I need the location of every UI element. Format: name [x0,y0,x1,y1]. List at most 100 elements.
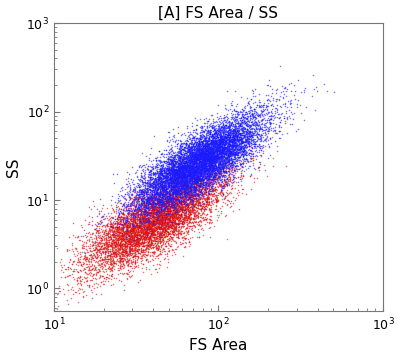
Point [141,201,148,207]
Point [189,172,195,178]
Point [140,269,146,275]
Point [193,171,199,176]
Point [206,146,212,152]
Point [93,270,99,276]
Point [247,113,253,119]
Point [180,165,186,171]
Point [175,192,182,198]
Point [168,186,174,192]
Point [179,190,186,196]
Point [99,237,105,243]
Point [241,114,248,120]
Point [166,170,172,176]
Point [202,158,208,163]
Point [134,228,140,234]
Point [212,146,218,151]
Point [174,220,180,226]
Point [213,139,219,145]
Point [226,153,232,159]
Point [159,216,165,222]
Point [143,191,150,196]
Point [150,209,157,214]
Point [148,222,154,227]
Point [145,191,152,196]
Point [162,200,168,206]
Point [198,172,204,178]
Point [217,171,223,177]
Point [218,149,224,155]
Point [228,150,234,156]
Point [178,188,184,194]
Point [241,132,247,138]
Point [157,216,163,222]
Point [174,168,180,173]
Point [194,167,200,172]
Point [123,250,130,256]
Point [110,231,116,237]
Point [145,243,151,249]
Point [226,118,232,123]
Point [176,161,182,167]
Point [211,130,217,135]
Point [153,216,159,222]
Point [209,151,215,157]
Point [244,103,250,108]
Point [102,244,108,250]
Point [158,178,164,183]
Point [197,136,203,142]
Point [229,163,235,168]
Point [150,218,156,223]
Point [208,162,214,168]
Point [150,199,156,204]
Point [163,205,170,211]
Point [212,154,218,159]
Point [192,187,198,193]
Point [160,192,166,197]
Point [34,291,41,297]
Point [157,188,164,194]
Point [162,204,169,210]
Point [151,133,158,139]
Point [161,178,167,183]
Point [115,251,121,256]
Point [156,244,163,250]
Point [181,164,188,170]
Point [94,223,100,229]
Point [207,151,214,157]
Point [220,138,226,144]
Point [214,162,221,168]
Point [84,274,90,280]
Point [197,183,204,188]
Point [170,150,177,156]
Point [148,202,154,208]
Point [170,196,177,201]
Point [125,211,132,217]
Point [219,173,225,179]
Point [214,144,220,150]
Point [254,120,261,126]
Point [236,159,242,165]
Point [195,157,202,163]
Point [226,131,232,136]
Point [166,231,172,237]
Point [234,148,240,154]
Point [190,178,196,184]
Point [163,180,170,186]
Point [164,207,170,213]
Point [170,172,176,178]
Point [249,155,256,160]
Point [208,149,214,154]
Point [216,151,223,157]
Point [176,183,182,189]
Point [212,140,218,146]
Point [193,159,200,165]
Point [172,188,179,194]
Point [166,182,172,188]
Point [161,171,168,176]
Point [84,233,90,238]
Point [226,148,233,154]
Point [150,210,157,215]
Point [83,255,89,260]
Point [191,184,197,190]
Point [156,216,162,222]
